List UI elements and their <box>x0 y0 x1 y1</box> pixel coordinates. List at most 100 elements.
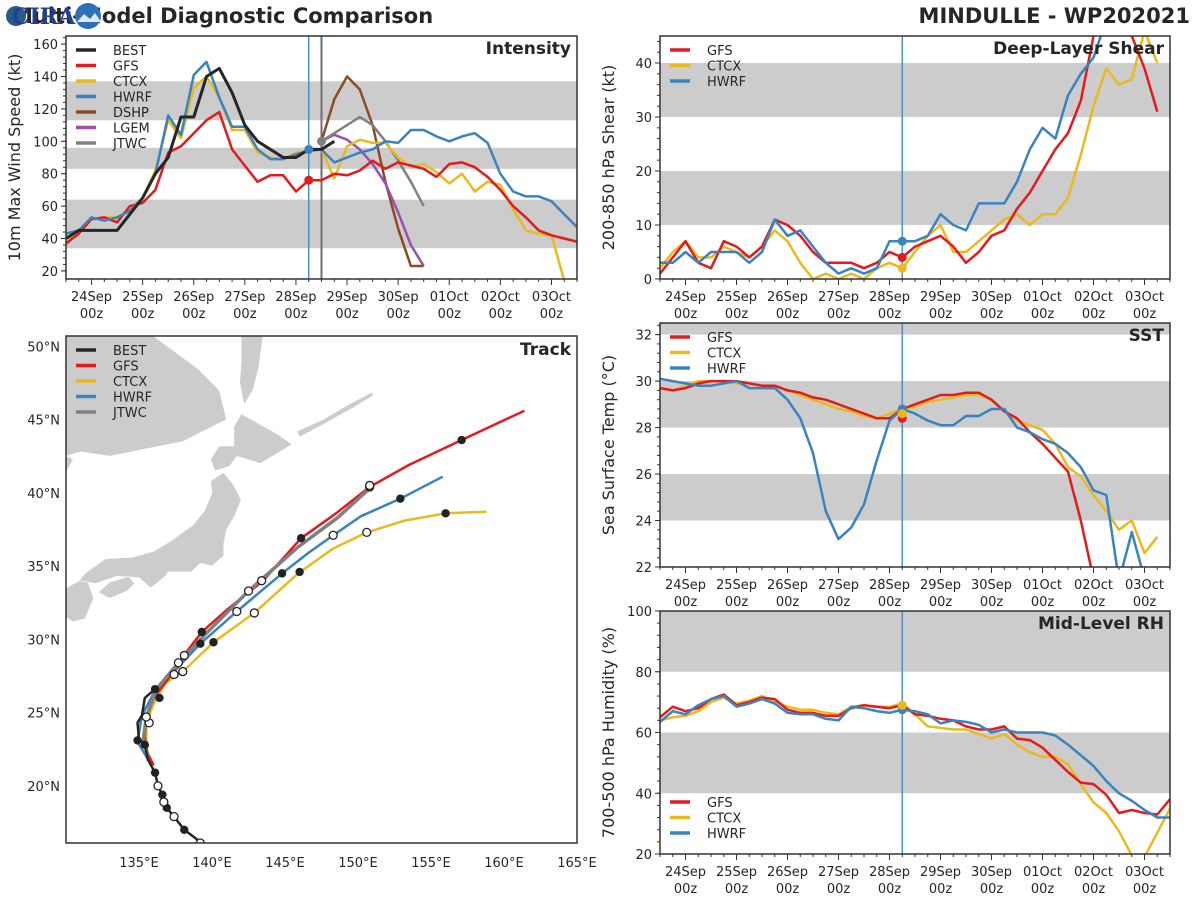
y-tick-label: 10 <box>635 219 652 234</box>
globe-icon <box>6 6 26 26</box>
x-tick-label-hour: 00z <box>1082 595 1106 610</box>
y-tick-label: 80 <box>635 666 652 681</box>
x-tick-label-hour: 00z <box>878 882 902 897</box>
legend-label-lgem: LGEM <box>113 122 150 137</box>
series-line-gfs <box>66 110 577 245</box>
x-tick-label-hour: 00z <box>929 882 953 897</box>
legend-label-hwrf: HWRF <box>113 391 152 406</box>
track-marker-filled <box>209 638 218 647</box>
x-tick-label-date: 30Sep <box>971 578 1012 593</box>
series-line-hwrf <box>660 694 1170 819</box>
y-tick-label: 120 <box>33 103 58 118</box>
legend-label-hwrf: HWRF <box>707 75 746 90</box>
y-tick-label: 140 <box>33 71 58 86</box>
x-tick-label-hour: 00z <box>540 307 564 322</box>
x-tick-label-hour: 00z <box>1031 307 1055 322</box>
track-marker-open <box>232 606 242 617</box>
track-marker-filled <box>150 684 160 694</box>
track-marker-filled <box>277 569 287 578</box>
x-tick-label-hour: 00z <box>725 307 749 322</box>
track-marker-open <box>328 530 338 540</box>
x-tick-label: 145°E <box>265 856 305 871</box>
track-marker-filled <box>155 693 164 703</box>
land-sakhalin <box>239 336 264 406</box>
x-tick-label-date: 27Sep <box>818 865 859 880</box>
init-marker-ctcx <box>897 700 907 710</box>
x-tick-label-date: 29Sep <box>920 290 961 305</box>
x-tick-label-date: 29Sep <box>327 290 368 305</box>
x-tick-label-hour: 00z <box>929 595 953 610</box>
x-tick-label-hour: 00z <box>827 595 851 610</box>
track-marker-filled <box>296 534 306 543</box>
x-tick-label-date: 25Sep <box>122 290 163 305</box>
x-tick-label-hour: 00z <box>980 307 1004 322</box>
x-tick-label-hour: 00z <box>980 595 1004 610</box>
x-tick-label-date: 30Sep <box>971 290 1012 305</box>
shaded-band <box>660 323 1170 335</box>
y-tick-label: 100 <box>627 605 652 620</box>
y-tick-label: 22 <box>635 561 652 576</box>
series-line-ctcx <box>660 36 1159 279</box>
series-line-hwrf <box>660 36 1103 275</box>
x-tick-label-hour: 00z <box>776 882 800 897</box>
plot-area <box>660 611 1170 854</box>
y-tick-label: 45°N <box>27 414 60 429</box>
panel-sst: 22 24 26 28 30 32 24Sep 00z 25Sep 00z 26Sep 00z 27Se… <box>599 322 1171 610</box>
y-tick-label: 40°N <box>27 487 60 502</box>
land-kuril-islands <box>296 391 373 438</box>
x-tick-label-date: 24Sep <box>71 290 112 305</box>
init-marker-hwrf <box>897 236 907 246</box>
legend-label-ctcx: CTCX <box>113 75 147 90</box>
track-marker-filled <box>295 567 304 577</box>
x-tick-label-hour: 00z <box>878 595 902 610</box>
y-tick-label: 40 <box>635 57 652 72</box>
track-marker-filled <box>180 825 189 835</box>
x-tick-label-date: 02Oct <box>481 290 520 305</box>
x-tick-label-date: 24Sep <box>665 290 706 305</box>
x-tick-label-hour: 00z <box>1082 307 1106 322</box>
legend-label-gfs: GFS <box>707 796 733 811</box>
init-marker-gfs <box>897 252 907 262</box>
x-tick-label-date: 02Oct <box>1074 578 1113 593</box>
track-marker-filled <box>150 768 160 777</box>
x-tick-label-hour: 00z <box>980 882 1004 897</box>
x-tick-label-hour: 00z <box>233 307 257 322</box>
panel-intensity: 20 40 60 80 100 120 140 160 24Sep 00z 25Sep 00z 26Se… <box>5 35 578 322</box>
x-tick-label-date: 03Oct <box>1125 290 1164 305</box>
track-marker-open <box>365 480 375 491</box>
x-tick-label-date: 03Oct <box>1125 578 1164 593</box>
x-tick-label-date: 29Sep <box>920 865 961 880</box>
shaded-band <box>660 63 1170 117</box>
x-tick-label-date: 30Sep <box>971 865 1012 880</box>
track-marker-open <box>169 811 179 822</box>
track-marker-filled <box>396 494 405 503</box>
init-marker-jtwc <box>317 136 326 146</box>
x-tick-label-hour: 00z <box>1133 882 1157 897</box>
legend-label-ctcx: CTCX <box>707 60 741 75</box>
y-tick-label: 24 <box>635 515 652 530</box>
panel-title: Intensity <box>486 39 571 59</box>
track-marker-filled <box>158 790 167 799</box>
x-tick-label-hour: 00z <box>878 307 902 322</box>
plot-area <box>660 36 1170 279</box>
x-tick-label-hour: 00z <box>438 307 462 322</box>
shaded-band <box>660 611 1170 672</box>
y-tick-label: 100 <box>33 135 58 150</box>
y-tick-label: 60 <box>635 727 652 742</box>
y-tick-label: 80 <box>41 168 58 183</box>
series-line-lgem <box>320 133 425 267</box>
x-tick-label: 135°E <box>119 856 159 871</box>
y-axis-label: 700-500 hPa Humidity (%) <box>599 627 618 838</box>
panel-title: SST <box>1129 326 1165 346</box>
y-axis-label: 200-850 hPa Shear (kt) <box>599 65 618 251</box>
track-marker-filled <box>196 639 205 648</box>
land-shikoku <box>97 575 136 599</box>
y-tick-label: 60 <box>41 200 58 215</box>
track-line-jtwc <box>141 487 371 757</box>
x-tick-label-date: 26Sep <box>767 578 808 593</box>
x-tick-label: 160°E <box>484 856 524 871</box>
track-marker-open <box>362 527 372 538</box>
x-tick-label-hour: 00z <box>1133 595 1157 610</box>
land-honshu <box>78 471 242 589</box>
